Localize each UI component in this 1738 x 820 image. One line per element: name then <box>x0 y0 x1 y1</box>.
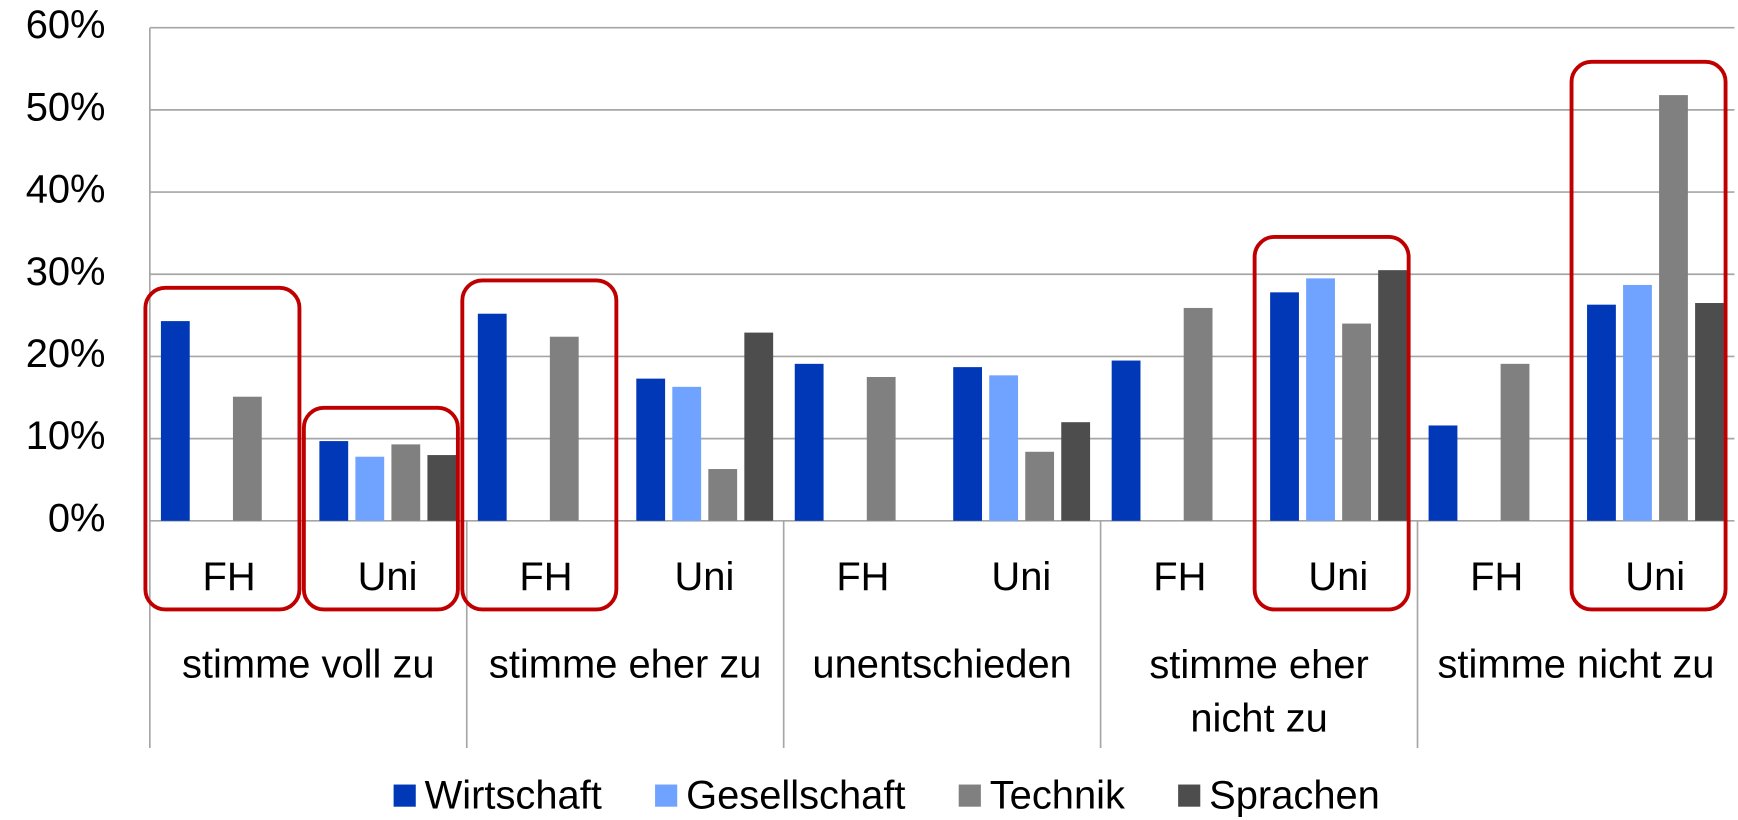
bar <box>1111 360 1141 521</box>
x-tick-label: Uni <box>1308 555 1368 599</box>
highlight-box <box>1252 234 1411 612</box>
legend-swatch <box>655 784 678 807</box>
bar <box>1342 323 1371 521</box>
bar <box>744 332 774 521</box>
group-label: stimme voll zu <box>182 643 435 687</box>
legend-swatch <box>958 784 981 807</box>
y-tick-label: 20% <box>26 332 106 376</box>
bar <box>160 321 190 521</box>
legend-label: Sprachen <box>1209 773 1380 817</box>
group-label: unentschieden <box>812 643 1071 687</box>
y-tick-label: 0% <box>48 496 106 540</box>
x-tick-label: Uni <box>675 555 735 599</box>
legend-label: Wirtschaft <box>425 773 602 817</box>
bar <box>1428 425 1458 521</box>
legend-swatch <box>393 784 416 807</box>
bar <box>708 469 738 521</box>
bar <box>1061 422 1091 521</box>
y-tick-label: 60% <box>26 3 106 47</box>
x-tick-label: FH <box>1470 555 1523 599</box>
bar <box>1695 303 1724 521</box>
bar <box>1183 307 1213 521</box>
bar <box>672 386 702 521</box>
bar <box>636 378 666 521</box>
y-tick-label: 30% <box>26 250 106 294</box>
group-label: stimme eher nicht zu <box>1149 643 1368 740</box>
bar <box>953 367 983 521</box>
bar <box>427 455 457 521</box>
y-tick-label: 10% <box>26 414 106 458</box>
bar <box>1306 278 1335 521</box>
highlight-box <box>460 278 619 612</box>
bar <box>549 336 579 521</box>
highlight-box <box>143 285 302 612</box>
group-label: stimme eher zu <box>489 643 762 687</box>
x-tick-label: FH <box>1153 555 1206 599</box>
bar <box>1659 95 1688 521</box>
bar <box>1500 363 1530 521</box>
y-tick-label: 40% <box>26 168 106 212</box>
x-tick-label: FH <box>836 555 889 599</box>
x-tick-label: Uni <box>358 555 418 599</box>
bar <box>794 363 824 521</box>
y-tick-label: 50% <box>26 85 106 129</box>
bar <box>319 441 349 521</box>
group-label: stimme nicht zu <box>1437 643 1714 687</box>
bar <box>1378 270 1407 521</box>
bar <box>1270 292 1299 521</box>
legend-label: Gesellschaft <box>686 773 905 817</box>
bar <box>391 444 421 521</box>
legend-swatch <box>1178 784 1201 807</box>
bar <box>866 376 896 521</box>
bar <box>1025 451 1055 521</box>
x-tick-label: Uni <box>1625 555 1685 599</box>
bar <box>989 375 1019 521</box>
highlight-box <box>1569 59 1728 612</box>
x-tick-label: FH <box>202 555 255 599</box>
legend-label: Technik <box>990 773 1125 817</box>
bar <box>232 396 262 521</box>
bar <box>1587 304 1616 521</box>
x-tick-label: Uni <box>991 555 1051 599</box>
bar <box>1623 284 1652 521</box>
x-tick-label: FH <box>519 555 572 599</box>
bar <box>477 313 507 521</box>
highlight-box <box>301 405 460 612</box>
bar <box>355 456 385 521</box>
